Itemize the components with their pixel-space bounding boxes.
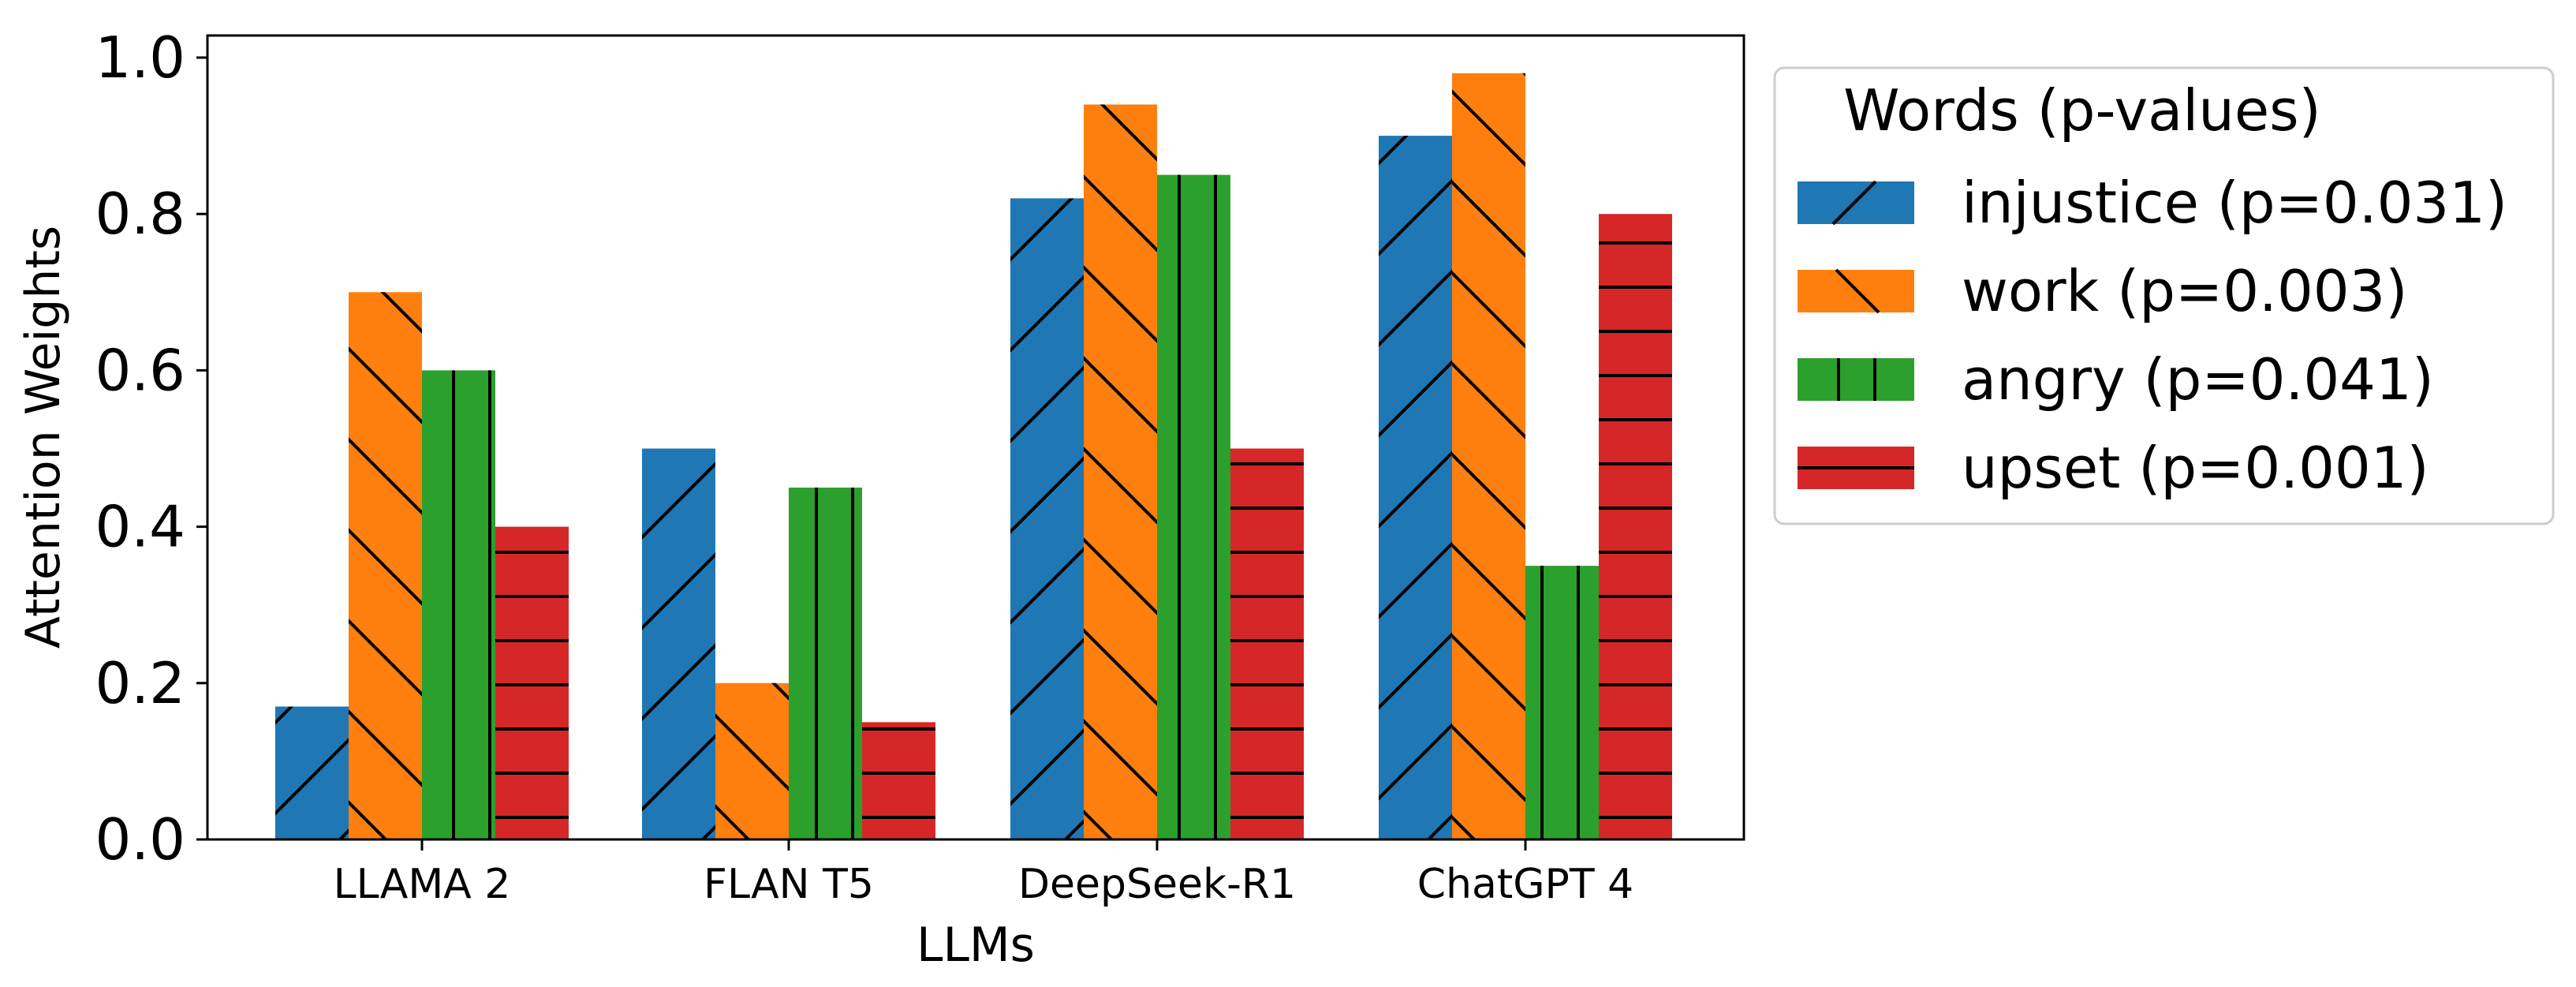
plot-frame xyxy=(206,34,1745,841)
bar-hatch xyxy=(1599,214,1672,839)
bar-hatch xyxy=(642,448,715,839)
y-tick-label: 0.0 xyxy=(95,806,185,873)
bar-hatch xyxy=(1525,566,1599,839)
legend-frame xyxy=(1773,66,2555,525)
y-axis-title: Attention Weights xyxy=(16,226,71,649)
y-axis: 0.0 0.2 0.4 0.6 0.8 1.0 xyxy=(95,24,207,873)
y-tick-label: 0.4 xyxy=(95,494,185,560)
x-axis-title: LLMs xyxy=(917,918,1035,973)
bar-hatch xyxy=(715,682,789,839)
legend-label: work (p=0.003) xyxy=(1962,258,2407,324)
x-tick-label: DeepSeek-R1 xyxy=(1018,861,1296,908)
y-tick-label: 0.6 xyxy=(95,337,185,403)
legend-items: injustice (p=0.031) work (p=0.003) angry (… xyxy=(1798,170,2507,501)
bar-hatch xyxy=(349,292,422,839)
x-tick-label: FLAN T5 xyxy=(704,861,874,908)
legend: Words (p-values) injustice (p=0.031) work… xyxy=(1773,66,2555,525)
legend-swatch-hatch xyxy=(1837,358,1876,401)
bar-hatch xyxy=(862,722,935,839)
x-axis: LLAMA 2 FLAN T5 DeepSeek-R1 ChatGPT 4 xyxy=(334,839,1634,908)
legend-label: upset (p=0.001) xyxy=(1962,435,2429,501)
bar-hatch xyxy=(275,706,349,839)
legend-swatch xyxy=(1798,358,1914,401)
bar-hatch xyxy=(422,370,495,839)
y-tick-label: 0.8 xyxy=(95,181,185,247)
bar-hatch xyxy=(1230,448,1304,839)
bar-hatch xyxy=(1084,104,1157,839)
x-tick-label: LLAMA 2 xyxy=(334,861,511,908)
bar-hatch xyxy=(1010,198,1084,839)
bar-hatch xyxy=(789,488,862,839)
legend-title: Words (p-values) xyxy=(1843,77,2321,144)
legend-swatch-hatch xyxy=(1831,180,1877,226)
y-tick-label: 1.0 xyxy=(95,24,185,91)
legend-label: angry (p=0.041) xyxy=(1962,346,2434,413)
legend-label: injustice (p=0.031) xyxy=(1962,170,2507,236)
legend-swatch-hatch xyxy=(1835,268,1880,314)
bar-hatch xyxy=(1379,136,1452,840)
bars-group xyxy=(275,73,1672,840)
y-tick-label: 0.2 xyxy=(95,650,185,716)
bar-hatch xyxy=(1452,73,1525,839)
bar-hatch xyxy=(495,526,569,839)
bar-hatch xyxy=(1157,174,1230,839)
x-tick-label: ChatGPT 4 xyxy=(1417,861,1634,908)
